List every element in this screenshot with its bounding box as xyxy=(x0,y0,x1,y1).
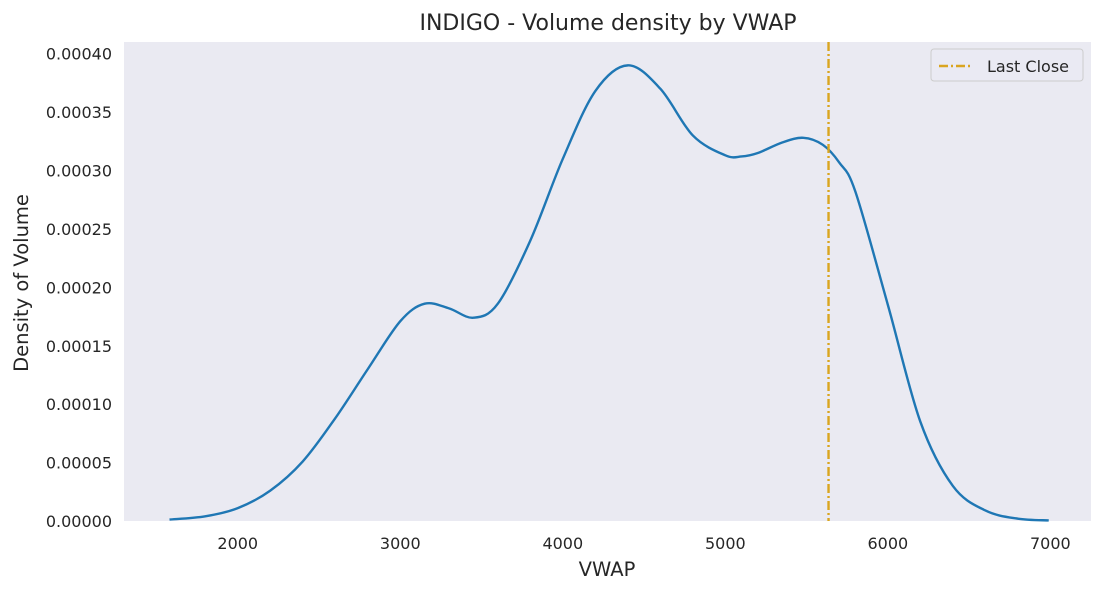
plot-area xyxy=(124,42,1091,521)
x-tick-label: 7000 xyxy=(1030,534,1071,553)
y-tick-label: 0.00005 xyxy=(46,454,112,473)
y-tick-label: 0.00025 xyxy=(46,220,112,239)
y-tick-label: 0.00010 xyxy=(46,395,112,414)
y-tick-label: 0.00035 xyxy=(46,103,112,122)
density-curve xyxy=(169,64,1049,522)
y-tick-label: 0.00020 xyxy=(46,278,112,297)
x-axis-ticks: 2000 3000 4000 5000 6000 7000 xyxy=(217,534,1070,553)
x-tick-label: 2000 xyxy=(217,534,258,553)
y-axis-label: Density of Volume xyxy=(10,194,33,372)
x-tick-label: 6000 xyxy=(867,534,908,553)
legend-box xyxy=(930,48,1084,82)
y-tick-label: 0.00015 xyxy=(46,337,112,356)
x-axis-label: VWAP xyxy=(579,558,636,581)
chart-title: INDIGO - Volume density by VWAP xyxy=(419,11,796,36)
legend-last-close-label: Last Close xyxy=(987,57,1069,76)
x-tick-label: 3000 xyxy=(380,534,421,553)
x-tick-label: 4000 xyxy=(542,534,583,553)
legend: Last Close xyxy=(930,48,1084,82)
density-layer xyxy=(169,64,1049,522)
y-tick-label: 0.00030 xyxy=(46,162,112,181)
y-tick-label: 0.00000 xyxy=(46,512,112,531)
y-axis-ticks: 0.00000 0.00005 0.00010 0.00015 0.00020 0.000… xyxy=(46,45,112,531)
y-tick-label: 0.00040 xyxy=(46,45,112,64)
x-tick-label: 5000 xyxy=(705,534,746,553)
